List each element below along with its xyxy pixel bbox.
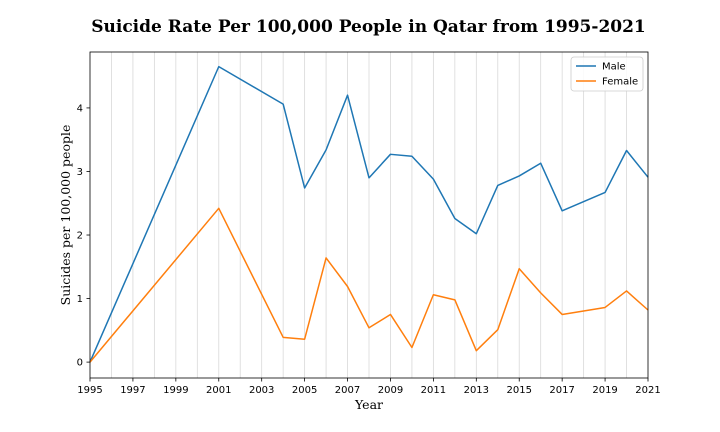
x-axis-ticks: 1995 1997 1999 2001 2003 2005 2007 2009 2011 2013… (77, 378, 661, 396)
x-tick-label-1999: 1999 (163, 385, 188, 396)
series-line-female (89, 207, 649, 363)
x-tick-label-2019: 2019 (592, 385, 617, 396)
x-tick-label-2003: 2003 (249, 385, 274, 396)
x-tick-label-1995: 1995 (77, 385, 102, 396)
y-axis-label: Suicides per 100,000 people (58, 125, 73, 306)
x-tick-label-2001: 2001 (206, 385, 231, 396)
y-tick-label-2: 2 (77, 231, 83, 242)
x-tick-label-2009: 2009 (378, 385, 403, 396)
x-tick-label-2005: 2005 (292, 385, 317, 396)
y-tick-label-0: 0 (77, 358, 83, 369)
legend: Male Female (570, 56, 644, 92)
x-tick-label-2017: 2017 (549, 385, 574, 396)
x-tick-label-2013: 2013 (464, 385, 489, 396)
y-tick-label-3: 3 (77, 167, 83, 178)
series-line-male (89, 65, 649, 363)
series-lines (89, 65, 649, 363)
x-tick-label-2015: 2015 (507, 385, 532, 396)
x-tick-label-1997: 1997 (120, 385, 145, 396)
legend-label-male: Male (602, 62, 626, 73)
y-tick-label-4: 4 (77, 103, 83, 114)
y-tick-label-1: 1 (77, 294, 83, 305)
legend-label-female: Female (602, 77, 638, 88)
x-tick-label-2021: 2021 (635, 385, 660, 396)
x-tick-label-2007: 2007 (335, 385, 360, 396)
x-axis-label: Year (354, 397, 383, 412)
x-tick-label-2011: 2011 (421, 385, 446, 396)
y-axis-ticks: 0 1 2 3 4 (77, 103, 90, 369)
chart-title: Suicide Rate Per 100,000 People in Qatar… (91, 17, 646, 37)
grid-lines (111, 52, 627, 378)
plot-frame (89, 51, 649, 379)
